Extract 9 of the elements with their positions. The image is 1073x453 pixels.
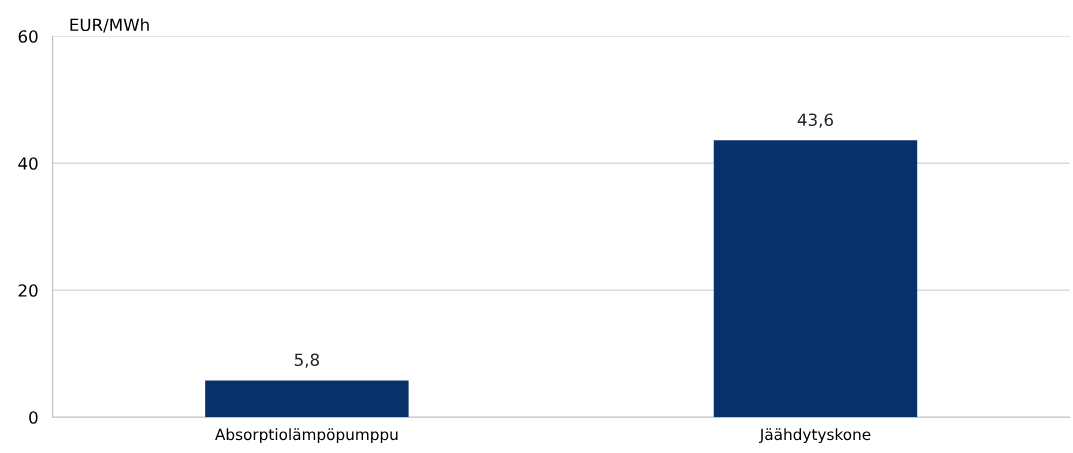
x-tick-label: Absorptiolämpöpumppu (215, 428, 398, 444)
x-tick-label: Jäähdytyskone (759, 428, 871, 444)
y-tick-label: 60 (18, 30, 38, 43)
y-axis-title: EUR/MWh (70, 18, 149, 33)
y-tick-label: 0 (29, 411, 38, 424)
y-tick-label: 40 (18, 157, 38, 170)
data-label: 43,6 (797, 113, 833, 128)
y-tick-label: 20 (18, 284, 38, 297)
data-label: 5,8 (294, 353, 319, 368)
